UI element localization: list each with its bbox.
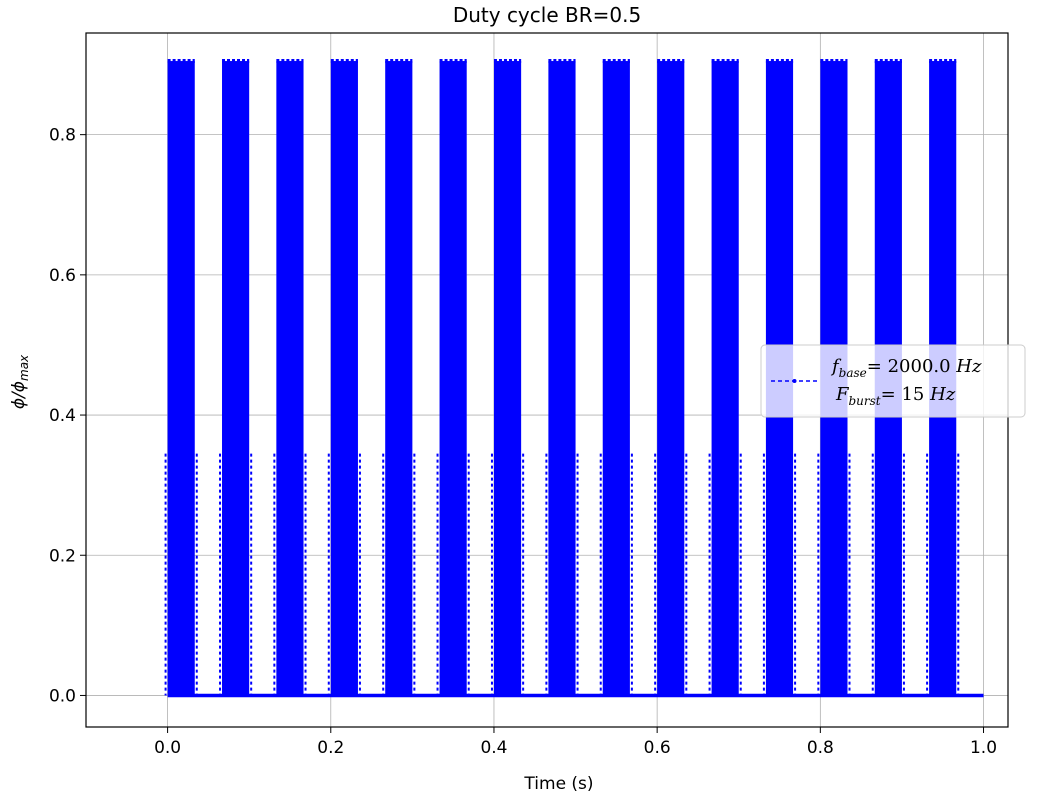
y-axis-title: ϕ/ϕmax (9, 354, 31, 409)
x-axis: 0.0 0.2 0.4 0.6 0.8 1.0 (154, 727, 997, 758)
burst-block (222, 61, 250, 696)
burst-block (548, 61, 576, 696)
y-tick-label: 0.4 (49, 406, 76, 426)
y-tick-label: 0.2 (49, 546, 76, 566)
legend: fbase= 2000.0 Hz Fburst= 15 Hz (760, 344, 1026, 418)
burst-block (439, 61, 467, 696)
legend-f-burst-subscript: burst (849, 394, 881, 408)
legend-f-base-subscript: base (839, 366, 867, 380)
legend-entry-line2: Fburst= 15 Hz (835, 384, 956, 408)
x-tick-label: 1.0 (970, 738, 997, 758)
legend-f-burst-unit: Hz (929, 384, 956, 405)
legend-f-base-value: = 2000.0 (867, 356, 957, 377)
burst-block (602, 61, 630, 696)
burst-block (711, 61, 739, 696)
burst-block (330, 61, 358, 696)
legend-f-burst-value: = 15 (881, 384, 930, 405)
x-tick-label: 0.8 (807, 738, 834, 758)
legend-box (760, 344, 1026, 418)
burst-block (657, 61, 685, 696)
burst-block (167, 61, 195, 696)
data-series (164, 59, 984, 698)
chart-title: Duty cycle BR=0.5 (453, 3, 641, 27)
y-axis: 0.0 0.2 0.4 0.6 0.8 (49, 126, 86, 706)
y-axis-title-main: ϕ/ϕ (9, 381, 29, 409)
y-tick-label: 0.0 (49, 686, 76, 706)
x-tick-label: 0.0 (154, 738, 181, 758)
x-tick-label: 0.2 (317, 738, 344, 758)
y-axis-title-sub: max (17, 354, 31, 381)
legend-entry-line1: fbase= 2000.0 Hz (830, 356, 982, 380)
y-tick-label: 0.6 (49, 266, 76, 286)
burst-block (385, 61, 413, 696)
x-axis-title: Time (s) (523, 774, 593, 793)
legend-f-burst-symbol: F (835, 384, 850, 405)
legend-f-base-unit: Hz (955, 356, 982, 377)
legend-marker-sample (792, 379, 797, 383)
x-tick-label: 0.4 (480, 738, 507, 758)
burst-block (493, 61, 522, 696)
x-tick-label: 0.6 (644, 738, 671, 758)
y-tick-label: 0.8 (49, 126, 76, 146)
burst-block (276, 61, 304, 696)
